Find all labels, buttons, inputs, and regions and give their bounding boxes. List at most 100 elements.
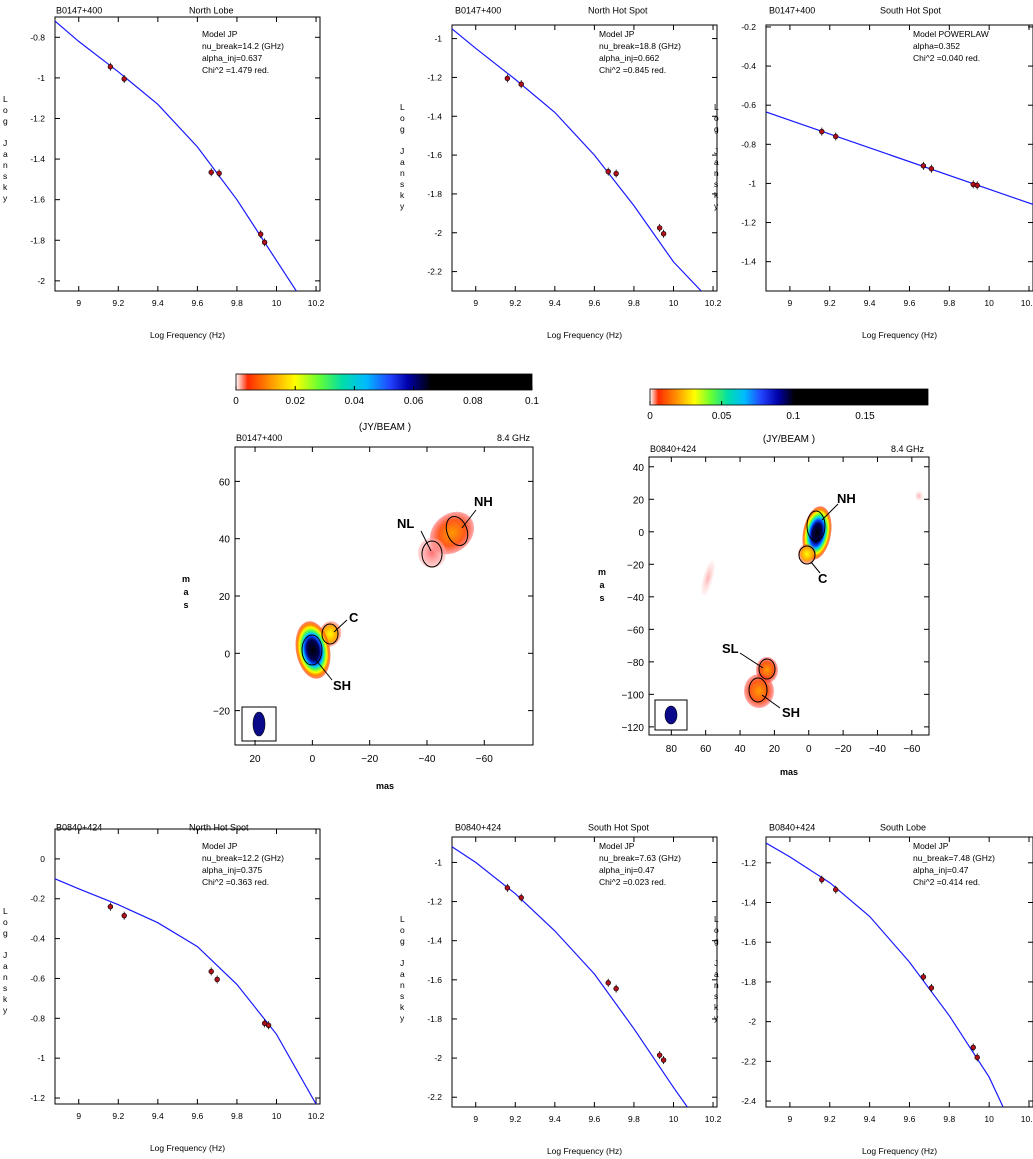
colorbar-tick-label: 0.04 (345, 396, 365, 407)
colorbar-tick-label: 0.1 (786, 411, 800, 422)
data-point (208, 968, 214, 975)
region-nl-ellipse (421, 540, 443, 568)
map-y-tick-label: 60 (219, 477, 231, 488)
data-point (605, 980, 611, 986)
panel-source-label: B0840+424 (769, 822, 815, 832)
x-tick-label: 9.6 (588, 1114, 600, 1124)
x-tick-label: 9.4 (549, 1114, 561, 1124)
data-point (833, 133, 839, 140)
x-tick-label: 9.6 (191, 1111, 203, 1121)
map-axis-ticks: 80 60 40 20 0 −20 −40 −60 40 20 0 −20 −40 −60 −80 −100 −… (621, 457, 929, 755)
model-annotation: alpha_inj=0.375 (202, 865, 263, 875)
map-x-tick-label: −20 (835, 744, 852, 755)
model-annotation: Chi^2 =0.040 red. (913, 53, 980, 63)
radio-map-b0840: 0 0.05 0.1 0.15 (JY/BEAM ) B0840+424 8.4 GH… (598, 388, 930, 777)
x-tick-label: 9.6 (191, 298, 203, 308)
map-x-tick-label: 20 (769, 744, 781, 755)
y-tick-label: -1.4 (427, 111, 442, 121)
x-tick-label: 9.8 (628, 1114, 640, 1124)
x-axis-title: Log Frequency (Hz) (547, 330, 622, 340)
spectrum-panel-b0147-north-lobe: B0147+400 North Lobe 9 9.2 9.4 9.6 9.8 10 10.2 -0… (3, 5, 325, 340)
y-tick-label: -1.4 (427, 936, 442, 946)
y-tick-label: -1.6 (30, 195, 45, 205)
y-tick-label: -1.8 (30, 235, 45, 245)
model-annotation: nu_break=7.48 (GHz) (913, 853, 995, 863)
data-point (833, 886, 839, 893)
x-tick-label: 9.8 (231, 298, 243, 308)
x-tick-label: 10.2 (1021, 1114, 1033, 1124)
colorbar-ticks: 0 0.05 0.1 0.15 (647, 401, 875, 422)
x-tick-label: 9.8 (943, 1114, 955, 1124)
y-tick-label: 0 (40, 854, 45, 864)
region-label-c: C (349, 610, 359, 625)
x-axis-title: Log Frequency (Hz) (547, 1146, 622, 1156)
y-tick-label: -2 (434, 228, 442, 238)
data-point (121, 76, 127, 82)
data-point (504, 75, 511, 82)
y-tick-label: -0.6 (741, 100, 756, 110)
map-x-tick-label: 80 (666, 744, 678, 755)
model-annotation: alpha=0.352 (913, 41, 960, 51)
x-tick-label: 10 (984, 298, 994, 308)
map-y-tick-label: 0 (224, 649, 230, 660)
model-annotation: Model JP (599, 29, 635, 39)
emission-c (798, 544, 816, 564)
data-point (928, 985, 935, 991)
model-annotation: nu_break=12.2 (GHz) (202, 853, 284, 863)
model-annotation: alpha_inj=0.47 (913, 865, 969, 875)
x-axis-title: Log Frequency (Hz) (862, 330, 937, 340)
plot-frame (54, 828, 321, 1105)
panel-source-label: B0147+400 (769, 5, 815, 15)
map-frame (648, 456, 930, 736)
panel-source-label: B0147+400 (455, 5, 501, 15)
model-annotation: alpha_inj=0.47 (599, 865, 655, 875)
y-tick-label: -1 (37, 73, 45, 83)
map-y-tick-label: −20 (627, 560, 644, 571)
map-x-tick-label: −20 (361, 754, 378, 765)
y-tick-label: -2 (434, 1053, 442, 1063)
y-tick-label: -2.4 (741, 1096, 756, 1106)
y-tick-label: -0.8 (741, 139, 756, 149)
model-annotation: nu_break=18.8 (GHz) (599, 41, 681, 51)
map-y-tick-label: 0 (638, 528, 644, 539)
data-point (974, 182, 980, 189)
map-y-tick-label: 20 (219, 592, 231, 603)
x-tick-label: 9.2 (112, 298, 124, 308)
y-tick-label: -2.2 (741, 1056, 756, 1066)
map-x-tick-label: −40 (869, 744, 886, 755)
x-tick-label: 9.8 (231, 1111, 243, 1121)
model-annotation: Chi^2 =0.023 red. (599, 877, 666, 887)
y-tick-label: -1 (434, 857, 442, 867)
x-tick-label: 9.6 (904, 1114, 916, 1124)
map-x-tick-label: 0 (310, 754, 316, 765)
panel-region-label: North Hot Spot (189, 822, 249, 832)
panel-region-label: North Hot Spot (588, 5, 648, 15)
x-tick-label: 9.4 (864, 298, 876, 308)
model-annotation: Model POWERLAW (913, 29, 989, 39)
map-y-tick-label: 40 (633, 463, 645, 474)
y-tick-label: -1.2 (30, 1093, 45, 1103)
model-annotation: alpha_inj=0.637 (202, 53, 263, 63)
data-point (656, 225, 663, 231)
x-tick-label: 9.2 (509, 1114, 521, 1124)
y-tick-label: -2.2 (427, 1092, 442, 1102)
x-axis-title: Log Frequency (Hz) (862, 1146, 937, 1156)
x-axis-title: Log Frequency (Hz) (150, 1143, 225, 1153)
spectrum-panel-b0840-north-hot-spot: B0840+424 North Hot Spot 9 9.2 9.4 9.6 9.8 10 10… (3, 822, 325, 1153)
model-annotation: Model JP (913, 841, 949, 851)
panel-region-label: South Hot Spot (588, 822, 650, 832)
data-point (121, 912, 127, 919)
map-x-tick-label: 0 (806, 744, 812, 755)
map-x-tick-label: −60 (476, 754, 493, 765)
model-curve (452, 28, 702, 291)
data-point (660, 231, 667, 237)
data-point (504, 885, 511, 891)
model-annotation: Model JP (202, 29, 238, 39)
beam-ellipse (252, 711, 266, 737)
x-tick-label: 9 (76, 1111, 81, 1121)
colorbar-label: (JY/BEAM ) (763, 434, 815, 445)
plot-frame (765, 24, 1033, 292)
